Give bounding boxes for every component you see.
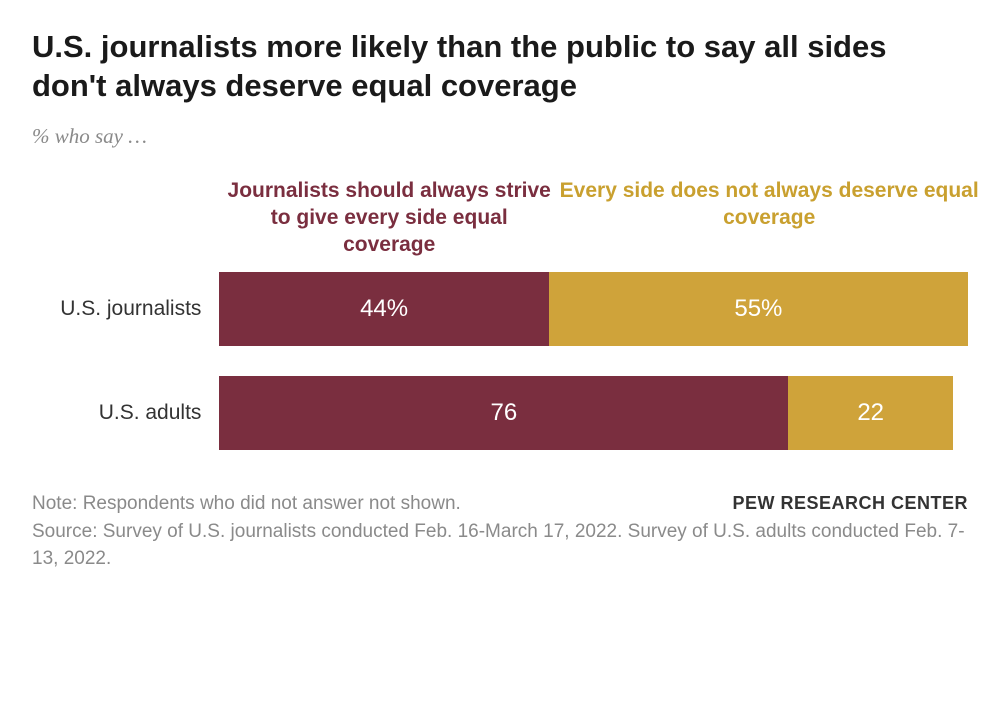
row-label-journalists: U.S. journalists xyxy=(32,297,219,321)
bar-segment-not-equal: 55% xyxy=(549,272,968,346)
bar-segment-equal-coverage: 44% xyxy=(219,272,548,346)
chart-area: Journalists should always strive to give… xyxy=(32,177,968,451)
legend-right: Every side does not always deserve equal… xyxy=(556,177,982,259)
chart-footer: Note: Respondents who did not answer not… xyxy=(32,490,968,573)
chart-subtitle: % who say … xyxy=(32,124,968,149)
bar-container: 44% 55% xyxy=(219,272,968,346)
bar-row: U.S. adults 76 22 xyxy=(32,376,968,450)
chart-title: U.S. journalists more likely than the pu… xyxy=(32,28,968,106)
legend-row: Journalists should always strive to give… xyxy=(222,177,982,259)
legend-left: Journalists should always strive to give… xyxy=(222,177,556,259)
source-line: Source: Survey of U.S. journalists condu… xyxy=(32,518,968,573)
attribution: PEW RESEARCH CENTER xyxy=(712,493,968,514)
bar-container: 76 22 xyxy=(219,376,968,450)
row-label-adults: U.S. adults xyxy=(32,401,219,425)
bar-row: U.S. journalists 44% 55% xyxy=(32,272,968,346)
footnote-line: Note: Respondents who did not answer not… xyxy=(32,490,461,518)
bar-segment-equal-coverage: 76 xyxy=(219,376,788,450)
bar-segment-not-equal: 22 xyxy=(788,376,953,450)
